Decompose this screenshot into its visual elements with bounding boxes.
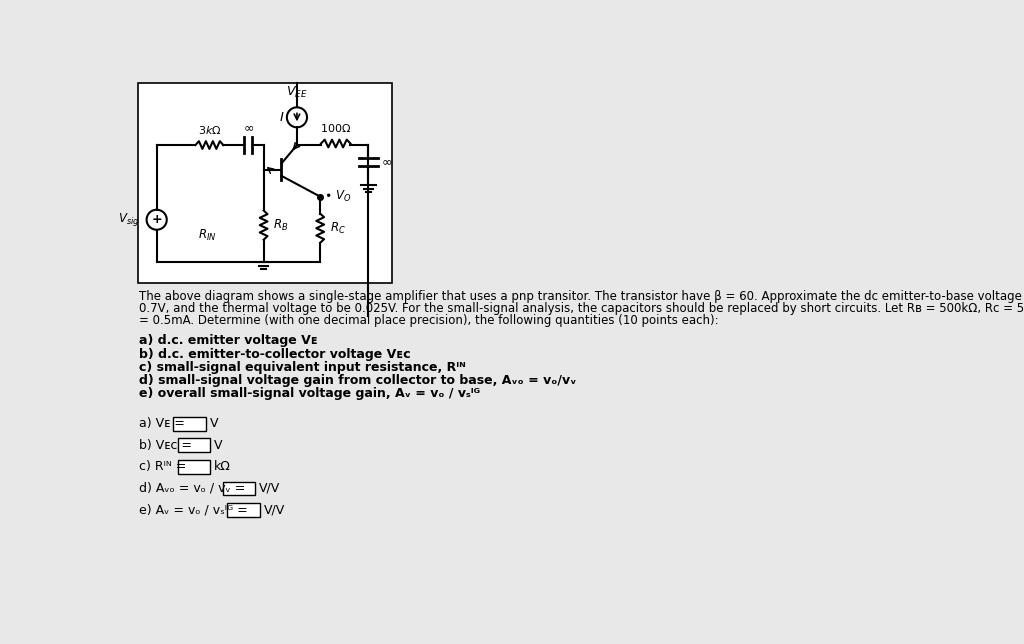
Text: c) small-signal equivalent input resistance, Rᴵᴺ: c) small-signal equivalent input resista… (139, 361, 466, 374)
Bar (223, 482, 255, 495)
Text: e) overall small-signal voltage gain, Aᵥ = vₒ / vₛᴵᴳ: e) overall small-signal voltage gain, Aᵥ… (139, 387, 480, 400)
Text: $100\Omega$: $100\Omega$ (321, 122, 351, 134)
Text: V/V: V/V (264, 504, 285, 516)
Bar (173, 417, 206, 431)
Text: $V_{EE}$: $V_{EE}$ (286, 85, 308, 100)
Text: e) Aᵥ = vₒ / vₛᴵᴳ =: e) Aᵥ = vₒ / vₛᴵᴳ = (139, 504, 248, 516)
Text: $\bullet$ $V_O$: $\bullet$ $V_O$ (324, 189, 351, 204)
Text: d) small-signal voltage gain from collector to base, Aᵥₒ = vₒ/vᵥ: d) small-signal voltage gain from collec… (139, 374, 577, 387)
Text: = 0.5mA. Determine (with one decimal place precision), the following quantities : = 0.5mA. Determine (with one decimal pla… (139, 314, 719, 327)
Text: b) d.c. emitter-to-collector voltage Vᴇᴄ: b) d.c. emitter-to-collector voltage Vᴇᴄ (139, 348, 411, 361)
Text: 0.7V, and the thermal voltage to be 0.025V. For the small-signal analysis, the c: 0.7V, and the thermal voltage to be 0.02… (139, 302, 1024, 315)
Text: V: V (210, 417, 218, 430)
Text: b) Vᴇᴄ =: b) Vᴇᴄ = (139, 439, 191, 452)
Text: a) Vᴇ =: a) Vᴇ = (139, 417, 184, 430)
Text: I: I (280, 111, 284, 124)
Text: $R_C$: $R_C$ (330, 221, 345, 236)
Bar (227, 503, 260, 517)
Text: $R_{IN}$: $R_{IN}$ (198, 227, 216, 243)
Text: kΩ: kΩ (214, 460, 231, 473)
Text: a) d.c. emitter voltage Vᴇ: a) d.c. emitter voltage Vᴇ (139, 334, 317, 348)
Text: The above diagram shows a single-stage amplifier that uses a pnp transitor. The : The above diagram shows a single-stage a… (139, 290, 1024, 303)
Text: $3k\Omega$: $3k\Omega$ (198, 124, 221, 136)
Text: d) Aᵥₒ = vₒ / vᵥ =: d) Aᵥₒ = vₒ / vᵥ = (139, 482, 245, 495)
Bar (178, 460, 211, 474)
Text: +: + (152, 213, 162, 226)
Text: V: V (214, 439, 223, 452)
Text: c) Rᴵᴺ =: c) Rᴵᴺ = (139, 460, 186, 473)
Text: $\infty$: $\infty$ (381, 155, 392, 169)
Text: V/V: V/V (259, 482, 281, 495)
Bar (178, 439, 211, 452)
Text: $\infty$: $\infty$ (243, 121, 254, 134)
Text: $V_{sig}$: $V_{sig}$ (118, 211, 139, 228)
Bar (138, 82, 392, 283)
Text: $R_B$: $R_B$ (273, 218, 288, 232)
